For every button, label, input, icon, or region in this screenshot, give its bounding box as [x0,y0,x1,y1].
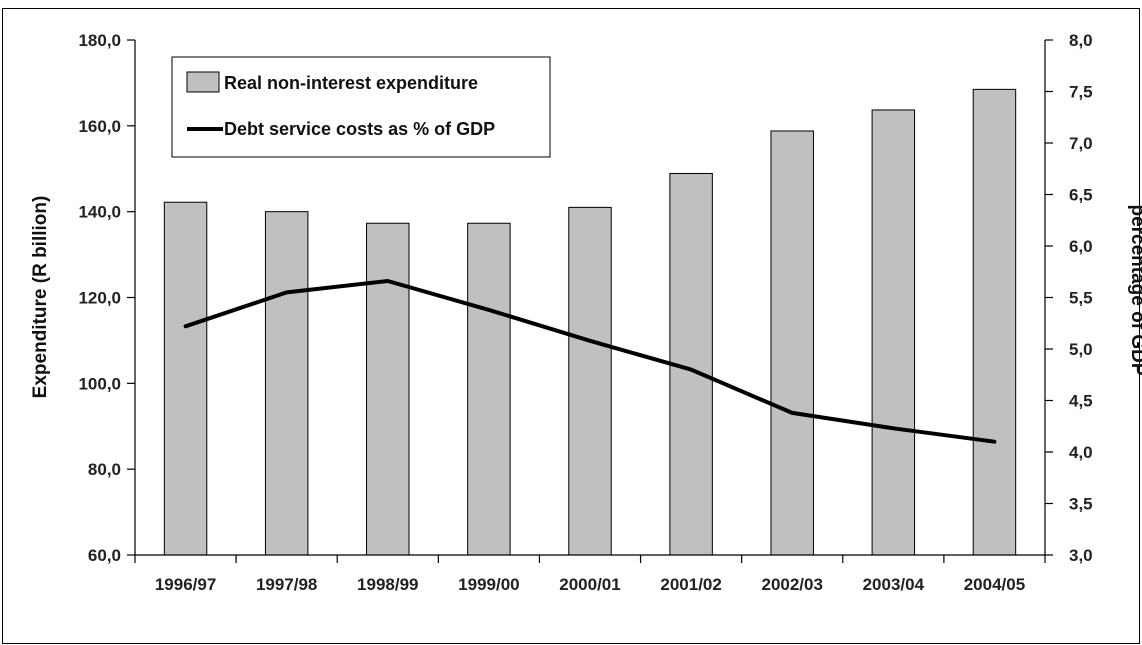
right-tick-label: 8,0 [1069,31,1093,50]
right-tick-label: 7,5 [1069,83,1093,102]
bar-1997/98 [264,211,309,556]
left-tick-label: 180,0 [78,31,121,50]
left-tick-label: 60,0 [88,546,121,565]
left-axis-ticks: 60,0 80,0 100,0 120,0 140,0 160,0 180,0 [78,31,135,565]
legend-bar-swatch [186,71,220,93]
left-tick-label: 100,0 [78,374,121,393]
right-tick-label: 3,5 [1069,495,1093,514]
left-tick-label: 80,0 [88,460,121,479]
x-tick-label: 2000/01 [559,575,620,594]
right-tick-label: 5,0 [1069,340,1093,359]
left-tick-label: 140,0 [78,203,121,222]
bar-series [163,88,1017,556]
right-tick-label: 6,5 [1069,186,1093,205]
bar-1998/99 [366,222,410,556]
bar-2000/01 [568,206,612,556]
x-axis-ticks: 1996/97 1997/98 1998/99 1999/00 2000/01 2001/… [134,555,1046,594]
bar-2003/04 [871,109,916,556]
right-tick-label: 3,0 [1069,546,1093,565]
x-tick-label: 1996/97 [155,575,216,594]
right-tick-label: 4,5 [1069,392,1093,411]
y2-axis-title: percentage of GDP [1127,204,1142,375]
x-tick-label: 2004/05 [964,575,1025,594]
legend-label-expenditure: Real non-interest expenditure [224,73,478,93]
bar-2002/03 [770,130,814,556]
x-tick-label: 2001/02 [660,575,721,594]
bar-2004/05 [972,88,1017,556]
x-tick-label: 1997/98 [256,575,317,594]
bar-1999/00 [467,222,511,556]
right-tick-label: 5,5 [1069,289,1093,308]
x-tick-label: 1999/00 [458,575,519,594]
debt-service-line [183,279,997,444]
bar-1996/97 [163,201,208,556]
right-axis-ticks: 3,0 3,5 4,0 4,5 5,0 5,5 6,0 6,5 7,0 7,5 8,0 [1045,31,1093,565]
x-tick-label: 1998/99 [357,575,418,594]
x-tick-label: 2002/03 [761,575,822,594]
left-tick-label: 160,0 [78,117,121,136]
right-tick-label: 7,0 [1069,134,1093,153]
left-tick-label: 120,0 [78,289,121,308]
x-tick-label: 2003/04 [863,575,925,594]
right-tick-label: 4,0 [1069,443,1093,462]
right-tick-label: 6,0 [1069,237,1093,256]
legend-box [171,56,551,158]
legend: Real non-interest expenditure Debt servi… [171,56,551,158]
legend-label-debt: Debt service costs as % of GDP [224,119,495,139]
y-axis-title: Expenditure (R billion) [30,196,51,399]
